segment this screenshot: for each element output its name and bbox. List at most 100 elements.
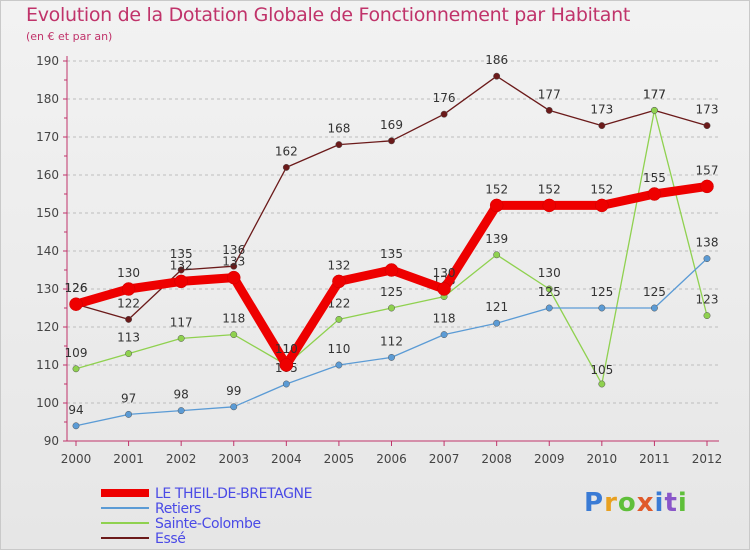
data-label: 98 [174,388,189,402]
data-label: 155 [643,171,666,185]
data-label: 152 [590,182,613,196]
data-point [703,255,711,263]
x-tick-label: 2005 [324,452,355,466]
data-label: 152 [538,182,561,196]
data-point [595,198,609,213]
data-point [703,122,711,130]
data-label: 94 [68,403,83,417]
x-tick-label: 2011 [639,452,670,466]
data-label: 126 [65,281,88,295]
data-point [650,304,658,312]
y-tick-label: 90 [44,434,59,448]
data-label: 173 [696,103,719,117]
data-label: 97 [121,391,136,405]
data-label: 118 [222,312,245,326]
data-label: 121 [485,300,508,314]
legend-label: LE THEIL-DE-BRETAGNE [155,486,313,502]
chart-subtitle: (en € et par an) [26,30,113,43]
data-point [388,137,395,145]
data-point [279,358,294,372]
data-label: 117 [170,315,193,329]
data-point [440,110,448,118]
data-label: 132 [327,258,350,272]
data-label: 105 [590,363,613,377]
data-point [542,198,556,213]
data-label: 99 [226,384,241,398]
data-point [545,285,553,293]
data-point [545,106,553,114]
x-tick-label: 2000 [61,452,92,466]
data-point [598,380,606,388]
data-label: 173 [590,103,613,117]
chart-title: Evolution de la Dotation Globale de Fonc… [26,4,631,26]
data-point [545,304,553,312]
legend-swatch [101,489,149,497]
y-tick-label: 110 [36,358,59,372]
y-tick-label: 100 [36,396,59,410]
data-point [69,297,83,311]
data-label: 176 [433,91,456,105]
data-point [125,315,133,323]
x-tick-label: 2003 [218,452,249,466]
data-label: 157 [696,163,719,177]
data-label: 186 [485,53,508,67]
data-point [230,331,238,339]
data-point [121,282,136,296]
data-label: 169 [380,118,403,132]
legend-label: Retiers [155,501,201,517]
legend-label: Essé [155,531,186,547]
data-label: 136 [222,243,245,257]
y-tick-label: 130 [36,282,59,296]
data-label: 135 [380,247,403,261]
data-label: 118 [433,312,456,326]
data-point [388,353,395,361]
data-point [230,403,238,411]
y-tick-label: 150 [36,206,59,220]
legend-label: Sainte-Colombe [155,516,261,532]
data-label: 133 [222,255,245,269]
data-label: 122 [327,296,350,310]
data-point [230,262,238,270]
y-tick-label: 170 [36,130,59,144]
data-point [437,282,451,296]
data-point [335,315,343,323]
data-point [282,163,290,171]
data-label: 168 [327,122,350,136]
data-point [174,274,188,289]
x-tick-label: 2001 [113,452,144,466]
y-tick-label: 140 [36,244,59,258]
data-label: 132 [170,258,193,272]
data-point [72,422,80,430]
data-label: 130 [538,266,561,280]
data-point [384,263,399,277]
data-point [598,122,606,130]
data-point [282,380,290,388]
data-label: 177 [538,87,561,101]
data-label: 125 [643,285,666,299]
x-tick-label: 2002 [166,452,197,466]
data-point [332,274,346,289]
data-point [440,331,448,339]
data-label: 130 [117,266,140,280]
data-label: 139 [485,232,508,246]
data-point [493,251,501,259]
x-tick-label: 2010 [587,452,618,466]
y-tick-label: 160 [36,168,59,182]
x-tick-label: 2012 [692,452,723,466]
x-tick-label: 2007 [429,452,460,466]
data-label: 177 [643,87,666,101]
y-tick-label: 120 [36,320,59,334]
data-point [177,407,185,415]
data-point [700,179,714,194]
x-tick-label: 2008 [481,452,512,466]
data-point [335,141,343,149]
data-point [177,266,185,274]
x-tick-label: 2006 [376,452,407,466]
data-point [650,106,658,114]
data-point [335,361,343,369]
data-point [72,365,80,373]
x-tick-label: 2004 [271,452,302,466]
data-label: 138 [696,236,719,250]
